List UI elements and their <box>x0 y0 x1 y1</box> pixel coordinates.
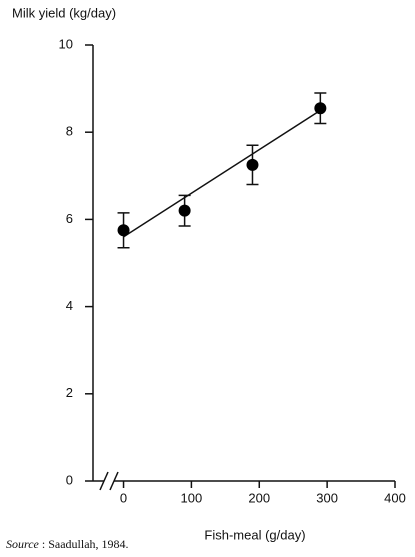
fit-line <box>123 109 321 238</box>
point <box>246 158 259 171</box>
y-axis-label: Milk yield (kg/day) <box>12 5 116 20</box>
point <box>314 102 327 115</box>
axis-break <box>109 471 119 491</box>
x-axis-label: Fish-meal (g/day) <box>204 527 305 542</box>
axis-break <box>99 471 109 491</box>
source: Source : Saadullah, 1984. <box>6 537 129 551</box>
x-tick-label: 0 <box>120 490 127 505</box>
point <box>117 224 130 237</box>
source-text: : Saadullah, 1984. <box>42 537 129 551</box>
point <box>178 204 191 217</box>
y-tick-label: 8 <box>66 124 73 139</box>
y-tick-label: 10 <box>59 36 73 51</box>
source-label: Source <box>6 537 40 551</box>
x-tick-label: 300 <box>316 490 338 505</box>
y-tick-label: 4 <box>66 298 73 313</box>
x-tick-label: 400 <box>384 490 406 505</box>
y-tick-label: 6 <box>66 211 73 226</box>
y-tick-label: 0 <box>66 472 73 487</box>
x-tick-label: 100 <box>181 490 203 505</box>
y-tick-label: 2 <box>66 385 73 400</box>
x-tick-label: 200 <box>248 490 270 505</box>
